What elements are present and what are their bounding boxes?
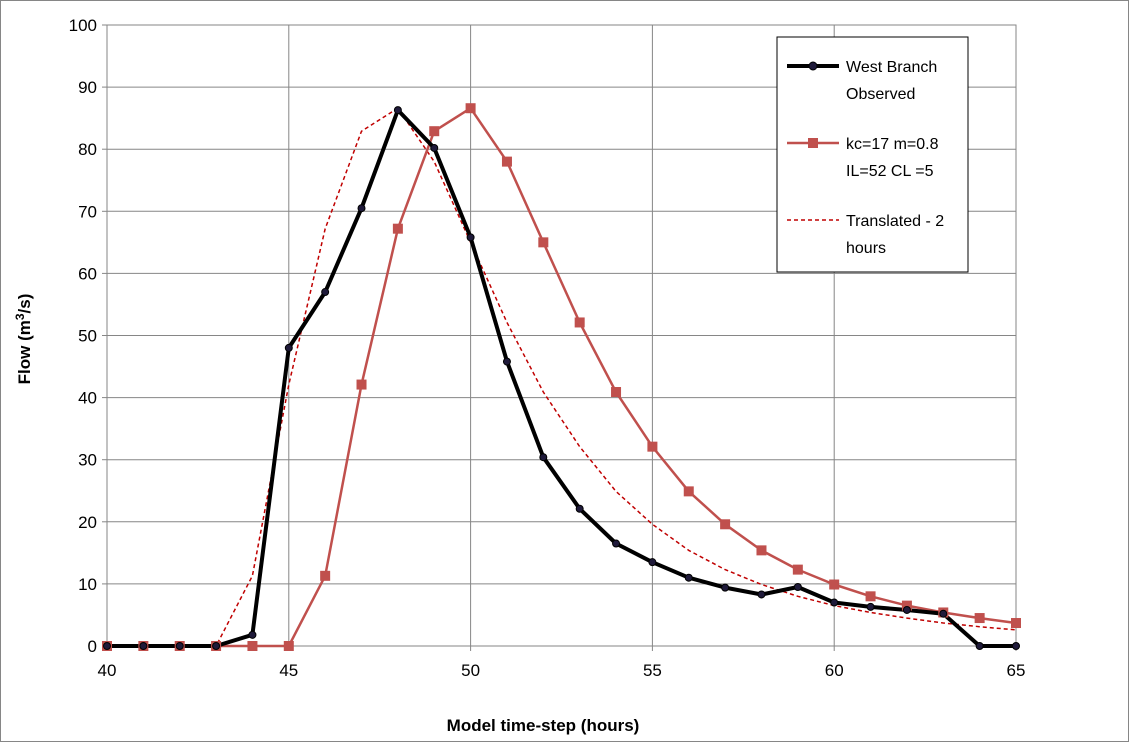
data-point-west-branch — [103, 642, 111, 650]
data-point-west-branch — [139, 642, 148, 650]
legend-label-kc17-line1: kc=17 m=0.8 — [846, 136, 939, 153]
data-point-west-branch — [866, 602, 875, 611]
data-point-west-branch — [357, 204, 366, 213]
legend-label-west-branch-line2: Observed — [846, 86, 915, 103]
series-lines — [107, 106, 1017, 648]
y-axis-title-superscript: 3 — [13, 313, 27, 320]
y-tick-label: 80 — [78, 140, 97, 159]
data-point-kc17 — [538, 237, 549, 248]
y-tick-label: 10 — [78, 575, 97, 594]
data-point-west-branch — [248, 630, 257, 639]
series-line-1 — [107, 106, 1017, 648]
x-axis-title: Model time-step (hours) — [447, 716, 640, 735]
legend: West Branch Observed kc=17 m=0.8 IL=52 C… — [776, 36, 969, 273]
y-tick-label: 30 — [78, 451, 97, 470]
y-tick-label: 0 — [88, 637, 97, 656]
data-point-kc17 — [974, 613, 985, 624]
data-point-west-branch — [321, 288, 330, 297]
legend-label-translated-line1: Translated - 2 — [846, 213, 944, 230]
data-point-west-branch — [539, 453, 548, 462]
data-point-west-branch — [502, 357, 511, 366]
x-tick-label: 60 — [825, 661, 844, 680]
data-point-west-branch — [648, 558, 657, 567]
data-point-west-branch — [466, 233, 475, 242]
data-point-kc17 — [611, 387, 622, 398]
data-point-west-branch — [430, 143, 439, 152]
data-point-kc17 — [356, 379, 367, 390]
y-tick-label: 90 — [78, 78, 97, 97]
data-point-west-branch — [284, 343, 293, 352]
legend-marker-kc17 — [808, 138, 818, 148]
data-point-kc17 — [247, 641, 258, 651]
legend-marker-west-branch — [808, 61, 818, 71]
x-tick-label: 55 — [643, 661, 662, 680]
x-tick-label: 40 — [98, 661, 117, 680]
data-point-kc17 — [320, 570, 331, 581]
data-point-west-branch — [830, 598, 839, 607]
data-point-west-branch — [902, 605, 911, 614]
data-point-kc17 — [392, 223, 403, 234]
y-tick-label: 20 — [78, 513, 97, 532]
data-point-kc17 — [683, 486, 694, 497]
x-tick-label: 45 — [279, 661, 298, 680]
data-point-west-branch — [793, 583, 802, 592]
data-point-kc17 — [574, 317, 585, 328]
x-tick-label: 50 — [461, 661, 480, 680]
data-point-west-branch — [612, 539, 621, 548]
data-point-kc17 — [901, 600, 912, 611]
data-point-kc17 — [283, 641, 294, 651]
data-point-west-branch — [212, 642, 221, 650]
x-tick-label: 65 — [1007, 661, 1026, 680]
y-axis-title-main: Flow (m — [15, 320, 34, 384]
legend-box — [776, 36, 969, 273]
legend-label-kc17-line2: IL=52 CL =5 — [846, 163, 934, 180]
data-point-west-branch — [757, 590, 766, 599]
y-tick-label: 60 — [78, 264, 97, 283]
data-point-west-branch — [721, 583, 730, 592]
data-point-kc17 — [865, 591, 876, 602]
data-point-west-branch — [684, 573, 693, 582]
legend-label-west-branch-line1: West Branch — [846, 59, 937, 76]
data-point-kc17 — [792, 564, 803, 575]
y-tick-label: 100 — [69, 16, 97, 35]
data-point-west-branch — [393, 106, 402, 115]
y-tick-label: 70 — [78, 202, 97, 221]
data-point-west-branch — [175, 642, 184, 650]
data-point-west-branch — [1012, 642, 1020, 650]
data-point-kc17 — [647, 441, 658, 452]
legend-label-translated-line2: hours — [846, 240, 886, 257]
data-point-kc17 — [829, 579, 840, 590]
data-point-kc17 — [429, 126, 440, 137]
series-markers — [102, 103, 1021, 651]
y-axis-title: Flow (m3/s) — [13, 294, 34, 385]
data-point-kc17 — [465, 103, 476, 114]
y-tick-label: 50 — [78, 327, 97, 346]
data-point-west-branch — [575, 504, 584, 513]
y-tick-label: 40 — [78, 389, 97, 408]
y-axis-title-tail: /s) — [15, 294, 34, 314]
data-point-kc17 — [720, 519, 731, 530]
series-line-0 — [107, 108, 1016, 648]
data-point-west-branch — [939, 609, 948, 618]
data-point-kc17 — [1011, 618, 1021, 629]
data-point-west-branch — [975, 642, 984, 650]
data-point-kc17 — [756, 545, 767, 556]
data-point-kc17 — [501, 156, 512, 167]
series-line-2 — [107, 107, 1017, 647]
